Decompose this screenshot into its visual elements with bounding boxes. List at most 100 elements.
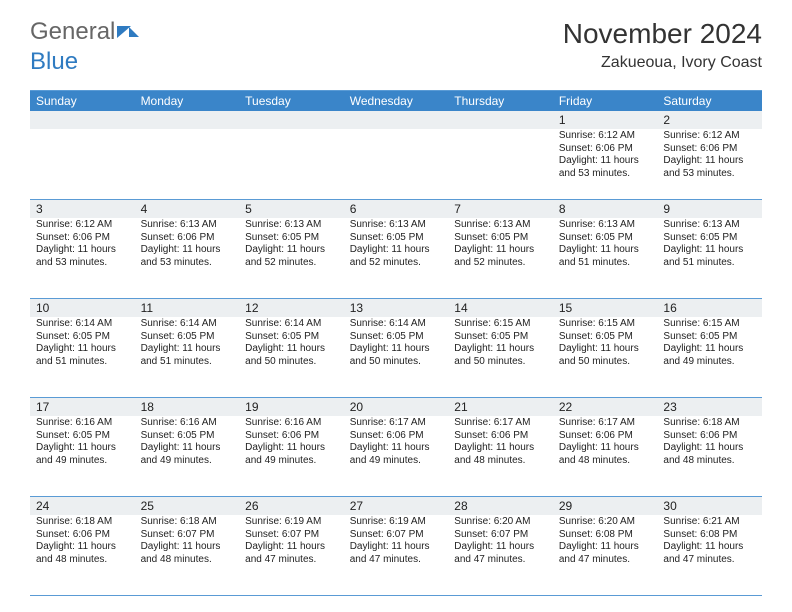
day-line: and 49 minutes. [350,455,443,468]
day-line: Sunrise: 6:18 AM [141,516,234,529]
day-cell: Sunrise: 6:12 AMSunset: 6:06 PMDaylight:… [30,218,135,298]
day-cell-body: Sunrise: 6:17 AMSunset: 6:06 PMDaylight:… [448,416,553,471]
day-line: Sunset: 6:05 PM [141,331,234,344]
day-line: Sunrise: 6:13 AM [141,219,234,232]
day-line: Sunset: 6:06 PM [36,529,129,542]
day-line: and 48 minutes. [663,455,756,468]
day-cell: Sunrise: 6:12 AMSunset: 6:06 PMDaylight:… [553,129,658,199]
day-cell: Sunrise: 6:13 AMSunset: 6:06 PMDaylight:… [135,218,240,298]
day-line: Sunset: 6:06 PM [663,430,756,443]
day-line: and 53 minutes. [663,168,756,181]
day-cell: Sunrise: 6:20 AMSunset: 6:07 PMDaylight:… [448,515,553,595]
day-line: Sunset: 6:05 PM [454,331,547,344]
day-number [30,111,135,129]
day-line: Sunset: 6:07 PM [141,529,234,542]
day-line: Sunrise: 6:19 AM [350,516,443,529]
day-line: Sunrise: 6:17 AM [559,417,652,430]
day-cell-body: Sunrise: 6:13 AMSunset: 6:06 PMDaylight:… [135,218,240,273]
day-line: Sunset: 6:06 PM [663,143,756,156]
day-number: 26 [239,497,344,515]
day-line: Sunrise: 6:15 AM [454,318,547,331]
day-line: Daylight: 11 hours [454,343,547,356]
day-number: 29 [553,497,658,515]
day-number: 6 [344,200,449,218]
day-cell-body: Sunrise: 6:13 AMSunset: 6:05 PMDaylight:… [344,218,449,273]
day-line: and 51 minutes. [559,257,652,270]
daynum-row: 3456789 [30,200,762,218]
day-line: Sunrise: 6:14 AM [36,318,129,331]
day-cell-body: Sunrise: 6:14 AMSunset: 6:05 PMDaylight:… [135,317,240,372]
day-line: Daylight: 11 hours [350,244,443,257]
day-cell: Sunrise: 6:21 AMSunset: 6:08 PMDaylight:… [657,515,762,595]
day-line: and 48 minutes. [559,455,652,468]
day-cell: Sunrise: 6:16 AMSunset: 6:06 PMDaylight:… [239,416,344,496]
logo-text-1: General [30,18,115,46]
day-cell-body: Sunrise: 6:12 AMSunset: 6:06 PMDaylight:… [553,129,658,184]
day-cell-body: Sunrise: 6:18 AMSunset: 6:07 PMDaylight:… [135,515,240,570]
day-cell: Sunrise: 6:14 AMSunset: 6:05 PMDaylight:… [344,317,449,397]
dayname-sun: Sunday [30,91,135,111]
day-line: Sunrise: 6:14 AM [245,318,338,331]
week-row: Sunrise: 6:12 AMSunset: 6:06 PMDaylight:… [30,129,762,200]
day-line: Sunrise: 6:16 AM [141,417,234,430]
day-cell: Sunrise: 6:13 AMSunset: 6:05 PMDaylight:… [344,218,449,298]
day-line: Daylight: 11 hours [663,541,756,554]
day-line: Daylight: 11 hours [454,541,547,554]
week-row: Sunrise: 6:12 AMSunset: 6:06 PMDaylight:… [30,218,762,299]
day-line: and 49 minutes. [663,356,756,369]
dayname-tue: Tuesday [239,91,344,111]
day-line: and 53 minutes. [559,168,652,181]
day-line: Daylight: 11 hours [454,442,547,455]
day-line: and 49 minutes. [245,455,338,468]
dayname-thu: Thursday [448,91,553,111]
day-line: Daylight: 11 hours [141,541,234,554]
day-line: Sunset: 6:05 PM [454,232,547,245]
day-number [135,111,240,129]
day-line: Sunset: 6:06 PM [559,430,652,443]
day-line: Sunset: 6:06 PM [454,430,547,443]
day-cell-body: Sunrise: 6:19 AMSunset: 6:07 PMDaylight:… [344,515,449,570]
day-cell: Sunrise: 6:19 AMSunset: 6:07 PMDaylight:… [344,515,449,595]
day-cell-body: Sunrise: 6:12 AMSunset: 6:06 PMDaylight:… [30,218,135,273]
day-number: 8 [553,200,658,218]
day-number: 10 [30,299,135,317]
day-line: Daylight: 11 hours [559,343,652,356]
day-line: Daylight: 11 hours [559,541,652,554]
day-line: Sunrise: 6:13 AM [663,219,756,232]
day-number: 25 [135,497,240,515]
day-number: 3 [30,200,135,218]
daynum-row: 17181920212223 [30,398,762,416]
dayname-fri: Friday [553,91,658,111]
day-line: Sunset: 6:07 PM [245,529,338,542]
day-line: Daylight: 11 hours [245,244,338,257]
day-cell-body: Sunrise: 6:17 AMSunset: 6:06 PMDaylight:… [344,416,449,471]
day-number: 13 [344,299,449,317]
week-row: Sunrise: 6:16 AMSunset: 6:05 PMDaylight:… [30,416,762,497]
day-cell-body: Sunrise: 6:16 AMSunset: 6:05 PMDaylight:… [135,416,240,471]
day-cell-body: Sunrise: 6:13 AMSunset: 6:05 PMDaylight:… [657,218,762,273]
day-line: Sunrise: 6:13 AM [350,219,443,232]
day-line: Daylight: 11 hours [245,343,338,356]
day-line: Sunset: 6:08 PM [663,529,756,542]
dayname-sat: Saturday [657,91,762,111]
day-line: and 53 minutes. [36,257,129,270]
day-line: Sunset: 6:05 PM [350,331,443,344]
dayname-mon: Monday [135,91,240,111]
day-line: Sunrise: 6:13 AM [559,219,652,232]
day-cell [448,129,553,199]
day-line: and 53 minutes. [141,257,234,270]
day-line: Daylight: 11 hours [36,442,129,455]
day-line: Sunset: 6:06 PM [141,232,234,245]
day-number: 17 [30,398,135,416]
day-line: Sunrise: 6:16 AM [245,417,338,430]
day-line: Daylight: 11 hours [350,343,443,356]
day-cell: Sunrise: 6:13 AMSunset: 6:05 PMDaylight:… [657,218,762,298]
day-cell [239,129,344,199]
day-line: Sunrise: 6:12 AM [663,130,756,143]
week-row: Sunrise: 6:18 AM Sunset: 6:06 PM Daylight:… [30,515,762,596]
day-line: Sunset: 6:06 PM [36,232,129,245]
day-cell-body: Sunrise: 6:15 AMSunset: 6:05 PMDaylight:… [553,317,658,372]
day-line: Daylight: 11 hours [36,343,129,356]
day-line: Sunrise: 6:15 AM [663,318,756,331]
day-number: 15 [553,299,658,317]
